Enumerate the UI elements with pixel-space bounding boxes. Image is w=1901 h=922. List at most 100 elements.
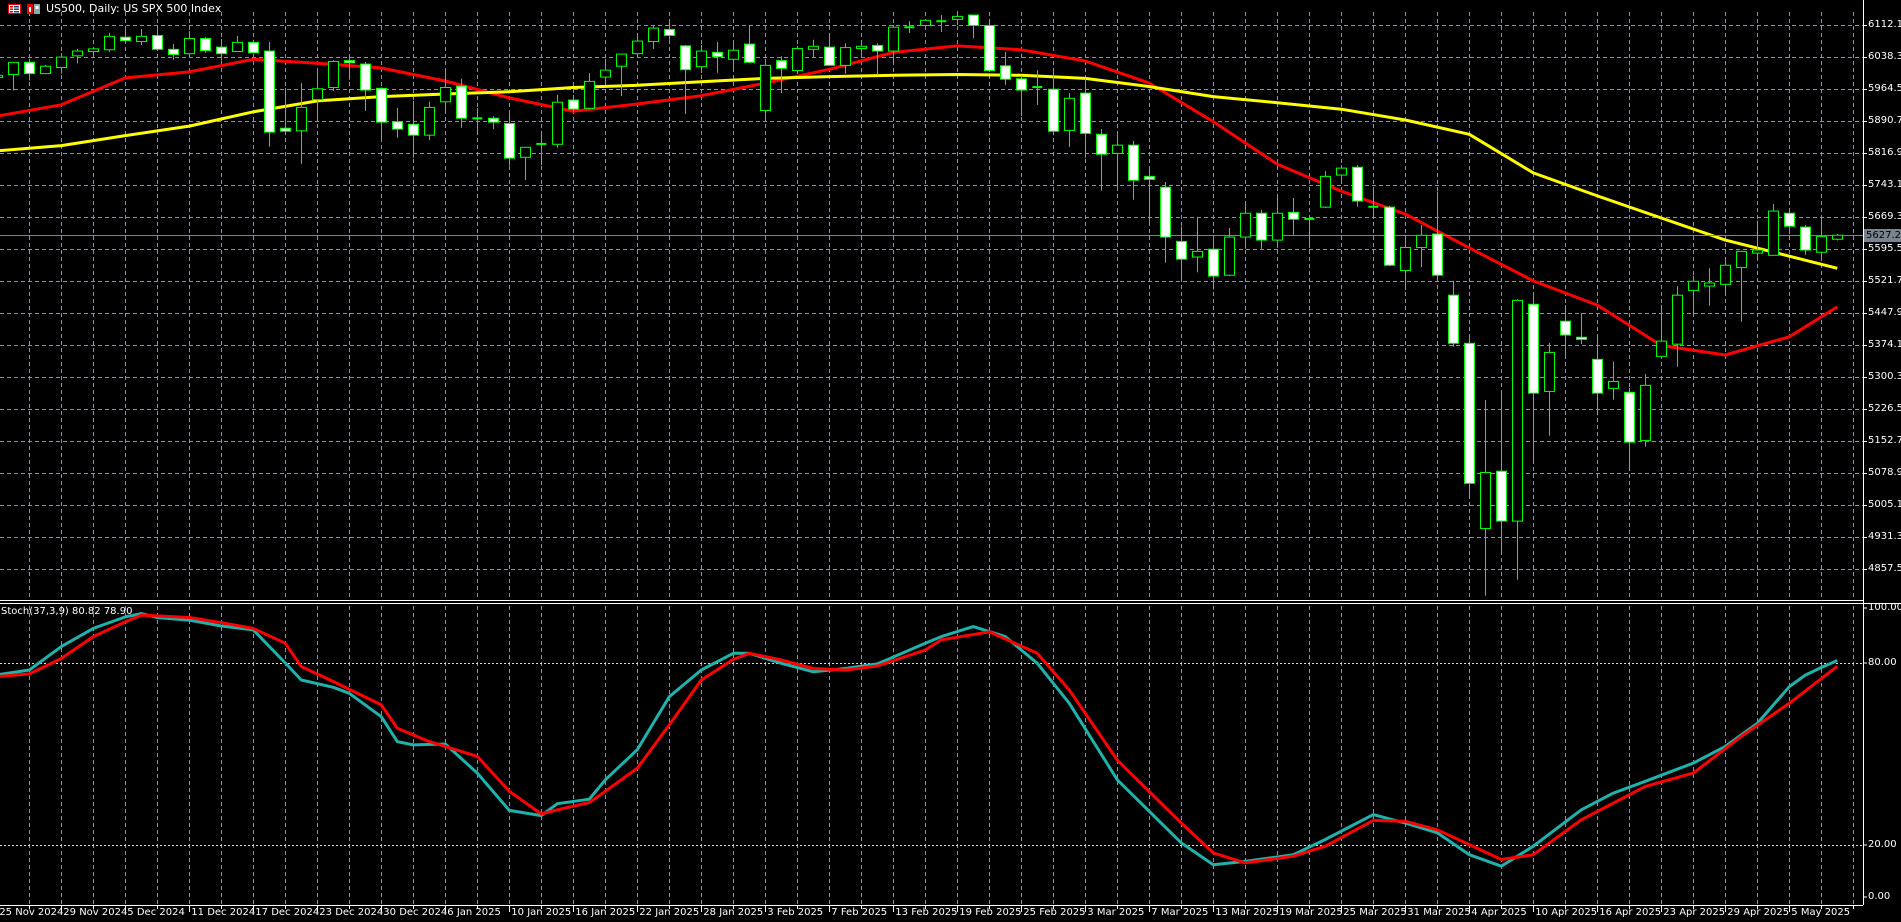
- candle: [1368, 190, 1379, 218]
- candle: [0, 74, 3, 79]
- time-axis-label: 19 Feb 2025: [959, 907, 1022, 918]
- candle: [568, 94, 579, 112]
- candle-body-bullish: [760, 64, 771, 111]
- candle-body-bullish: [1336, 167, 1347, 176]
- candle-body-bullish: [1112, 144, 1123, 154]
- candle-body-bearish: [744, 43, 755, 63]
- candle-body-bearish: [872, 44, 883, 52]
- price-axis-label: 5005.1: [1868, 498, 1901, 510]
- candle-body-bearish: [408, 123, 419, 136]
- candle: [776, 56, 787, 94]
- candle-body-bearish: [120, 36, 131, 42]
- candle-body-bullish: [1704, 282, 1715, 287]
- candle-body-bullish: [600, 69, 611, 78]
- candle: [376, 87, 387, 140]
- candle-body-bearish: [1256, 212, 1267, 241]
- candle-body-bullish: [104, 35, 115, 51]
- candle: [904, 21, 915, 33]
- candle-body-bullish: [616, 53, 627, 67]
- candle: [600, 58, 611, 85]
- candle-body-bearish: [168, 48, 179, 56]
- candle: [296, 83, 307, 164]
- candle: [1400, 234, 1411, 290]
- candle: [1336, 165, 1347, 183]
- candle-body-bullish: [1272, 212, 1283, 241]
- candle: [888, 25, 899, 62]
- candle: [1032, 70, 1043, 105]
- candle-body-bullish: [552, 101, 563, 145]
- candle: [200, 37, 211, 53]
- candle: [696, 44, 707, 74]
- time-axis-label: 6 Jan 2025: [447, 907, 501, 918]
- time-axis-label: 5 Dec 2024: [127, 907, 185, 918]
- candle-body-bullish: [920, 19, 931, 26]
- candle: [1496, 392, 1507, 554]
- candle-body-bearish: [1432, 233, 1443, 276]
- candle-body-bearish: [456, 85, 467, 119]
- candle-body-bullish: [1224, 236, 1235, 276]
- candle-body-bearish: [680, 45, 691, 71]
- candle-body-bullish: [1512, 299, 1523, 522]
- time-axis-label: 16 Apr 2025: [1599, 907, 1662, 918]
- candle-body-bullish: [1640, 384, 1651, 441]
- candle: [1624, 387, 1635, 470]
- candle: [1160, 182, 1171, 263]
- price-axis-label: 5447.9: [1868, 306, 1901, 318]
- candle: [1768, 204, 1779, 256]
- candle-body-bullish: [136, 35, 147, 43]
- candle: [616, 53, 627, 97]
- candle-body-bearish: [824, 46, 835, 66]
- time-axis-label: 19 Mar 2025: [1279, 907, 1343, 918]
- candle: [920, 19, 931, 29]
- time-axis-label: 7 Feb 2025: [831, 907, 888, 918]
- candle: [312, 71, 323, 121]
- chart-title: US500, Daily: US SPX 500 Index: [46, 2, 222, 15]
- candle-body-bearish: [200, 37, 211, 52]
- candle-body-bullish: [888, 26, 899, 52]
- time-axis-label: 23 Dec 2024: [319, 907, 384, 918]
- candle: [760, 58, 771, 117]
- time-axis-label: 3 Feb 2025: [767, 907, 824, 918]
- candle-body-bullish: [952, 15, 963, 20]
- candle: [168, 44, 179, 60]
- time-axis-label: 11 Dec 2024: [191, 907, 256, 918]
- candle: [504, 113, 515, 166]
- candle: [88, 48, 99, 58]
- time-axis-label: 13 Feb 2025: [895, 907, 958, 918]
- candle: [56, 53, 67, 74]
- candle: [1000, 51, 1011, 85]
- candle-body-bearish: [1464, 342, 1475, 484]
- time-axis-label: 10 Jan 2025: [511, 907, 572, 918]
- candle-body-bullish: [296, 106, 307, 132]
- candle-body-bearish: [1288, 211, 1299, 220]
- candle-body-bullish: [1480, 472, 1491, 529]
- candle-body-bullish: [1688, 280, 1699, 291]
- stochastic-axis-label: 20.00: [1868, 838, 1897, 850]
- time-axis-label: 30 Dec 2024: [383, 907, 448, 918]
- candle: [1592, 336, 1603, 416]
- chart-window-icon: [27, 3, 40, 14]
- price-axis-label: 5890.7: [1868, 114, 1901, 126]
- candle: [1048, 71, 1059, 136]
- candle: [1720, 259, 1731, 296]
- candle: [1080, 78, 1091, 158]
- candle-body-bearish: [1784, 212, 1795, 227]
- candle: [472, 107, 483, 136]
- candle-body-bearish: [1576, 336, 1587, 340]
- candle: [1656, 304, 1667, 358]
- candle-body-bearish: [1528, 303, 1539, 394]
- candle-body-bullish: [72, 50, 83, 57]
- chart-list-icon: [8, 3, 21, 14]
- candle: [840, 43, 851, 74]
- candle: [1416, 224, 1427, 267]
- candle-body-bearish: [376, 87, 387, 123]
- candle-body-bearish: [1000, 65, 1011, 80]
- stochastic-axis-label: 0.00: [1868, 891, 1891, 902]
- candle: [1288, 198, 1299, 235]
- stochastic-line: [0, 612, 1838, 868]
- candle: [952, 11, 963, 26]
- time-axis-label: 23 Apr 2025: [1663, 907, 1726, 918]
- price-axis-label: 5669.3: [1868, 210, 1901, 222]
- price-axis-label: 5300.3: [1868, 370, 1901, 382]
